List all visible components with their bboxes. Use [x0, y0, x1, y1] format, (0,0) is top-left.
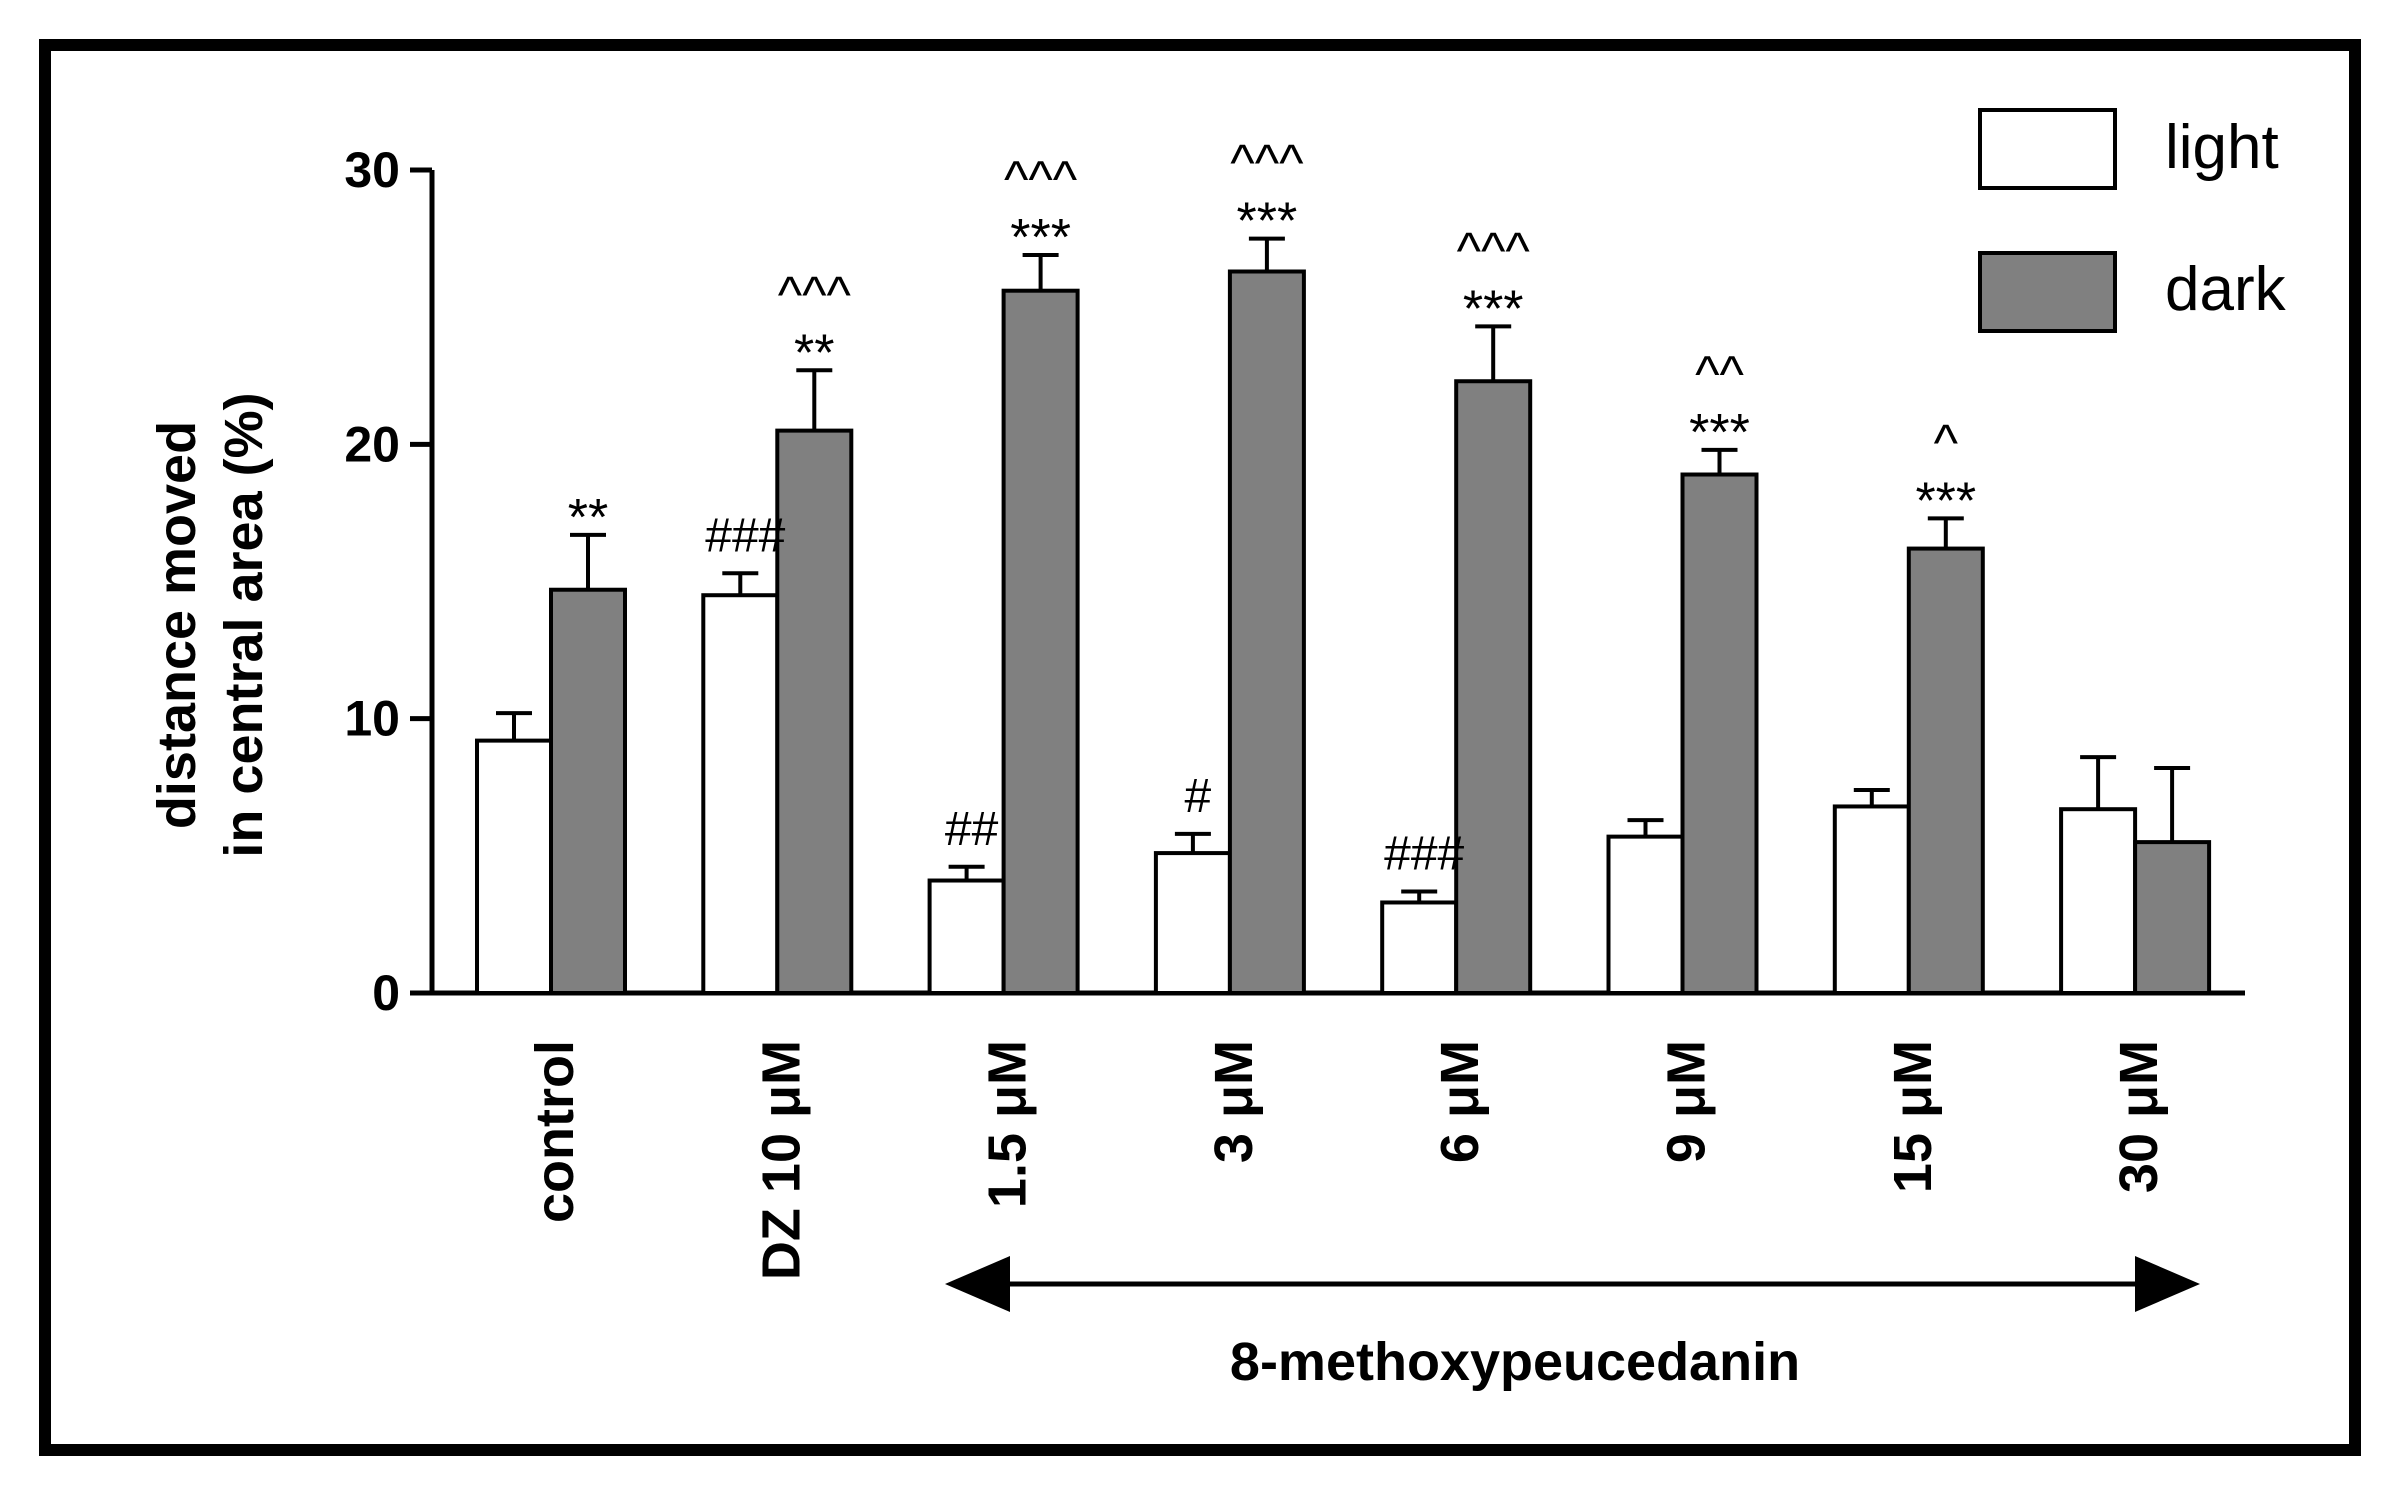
bar-light	[927, 878, 1006, 995]
dark-significance-label: **	[568, 489, 608, 547]
dark-significance-label: ^^^	[1230, 135, 1304, 193]
legend-label-dark: dark	[2165, 255, 2287, 324]
significance-annotations: ** ###**^^^##***^^^#***^^^###***^^^***^^*…	[568, 135, 1976, 881]
dark-significance-label: **	[794, 324, 834, 382]
legend-swatch-light	[1978, 108, 2117, 190]
legend-label-light: light	[2165, 113, 2279, 182]
dark-significance-label: ***	[1237, 193, 1298, 251]
category-label: 1.5 μM	[978, 1040, 1038, 1208]
legend-swatch-dark	[1978, 251, 2117, 333]
dark-significance-label: ^	[1934, 414, 1959, 472]
dark-significance-label: ^^	[1695, 346, 1744, 404]
dark-significance-label: ^^^	[1457, 222, 1531, 280]
bar-dark	[1227, 269, 1306, 995]
group-arrow: 8-methoxypeucedanin	[945, 1256, 2200, 1392]
category-label: control	[525, 1040, 585, 1223]
bar-light	[1380, 900, 1459, 995]
dark-significance-label: ***	[1915, 472, 1976, 530]
dark-significance-label: ***	[1010, 209, 1071, 267]
category-label: 9 μM	[1657, 1040, 1717, 1163]
bars	[475, 236, 2212, 996]
bar-dark	[1001, 288, 1080, 995]
bar-light	[701, 593, 780, 995]
bar-light	[1153, 851, 1232, 996]
legend: light dark	[1978, 108, 2287, 333]
light-significance-label: #	[1185, 770, 1212, 823]
bar-light	[475, 738, 553, 996]
dark-significance-label: ^^^	[1004, 151, 1078, 209]
group-label: 8-methoxypeucedanin	[1230, 1332, 1800, 1392]
y-tick-label: 20	[344, 416, 400, 472]
bar-light	[2059, 807, 2138, 995]
category-label: 3 μM	[1204, 1040, 1264, 1163]
category-label: 6 μM	[1430, 1040, 1490, 1163]
light-significance-label: ###	[1384, 827, 1464, 880]
light-significance-label: ##	[945, 803, 999, 856]
bar-dark	[1680, 472, 1759, 995]
category-label: 15 μM	[1883, 1040, 1943, 1193]
bar-dark	[549, 587, 627, 995]
y-axis-label: distance moved in central area (%)	[147, 392, 274, 857]
y-tick-label: 10	[344, 691, 400, 747]
bar-dark	[1454, 379, 1533, 995]
y-tick-label: 0	[372, 965, 400, 1021]
category-label: DZ 10 μM	[751, 1040, 811, 1280]
chart-frame	[39, 39, 2361, 1456]
dark-significance-label: ^^^	[778, 266, 852, 324]
bar-dark	[775, 428, 854, 996]
bar-dark	[1906, 546, 1985, 996]
group-arrow-head-right	[2135, 1256, 2200, 1312]
bar-dark	[2133, 840, 2212, 995]
dark-significance-label: ***	[1689, 404, 1750, 462]
dark-significance-label: ***	[1463, 280, 1524, 338]
y-axis-label-line-2: in central area (%)	[214, 392, 274, 857]
group-arrow-head-left	[945, 1256, 1010, 1312]
category-label: 30 μM	[2109, 1040, 2169, 1193]
light-significance-label: ###	[705, 509, 785, 562]
bar-light	[1832, 804, 1911, 995]
y-axis-label-line-1: distance moved	[147, 421, 207, 829]
y-tick-label: 30	[344, 142, 400, 198]
x-axis-category-labels: control DZ 10 μM 1.5 μM 3 μM 6 μM 9 μM 15 μM 30…	[525, 1040, 2169, 1280]
bar-light	[1606, 834, 1685, 995]
